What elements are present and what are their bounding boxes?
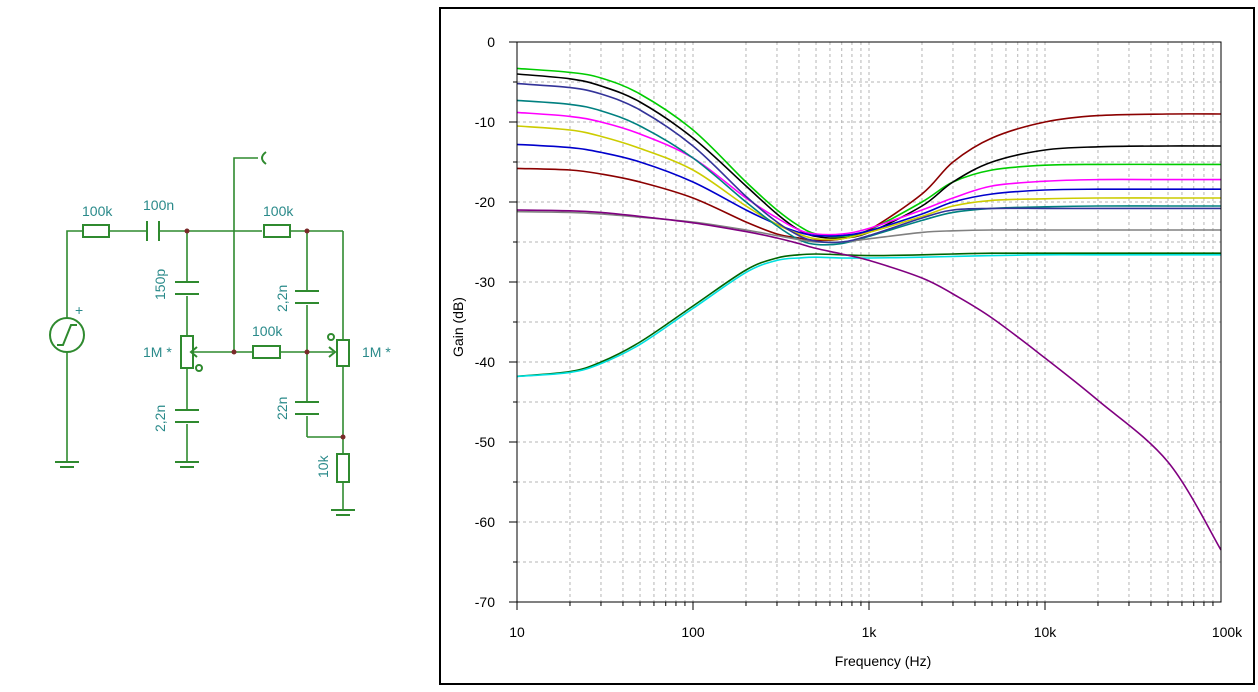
series-line-9 <box>516 252 1221 378</box>
y-tick-label: 0 <box>487 34 495 50</box>
label-source-plus: + <box>75 302 83 318</box>
capacitor-150p <box>175 281 199 295</box>
label-c-150p: 150p <box>152 269 168 300</box>
x-tick-label: 1k <box>862 624 878 640</box>
resistor-100k-middle <box>252 345 281 359</box>
y-axis-label: Gain (dB) <box>450 297 466 357</box>
junction-nodes <box>184 228 346 440</box>
signal-source-icon <box>49 317 85 353</box>
capacitor-22n <box>295 401 319 415</box>
label-r-top: 100k <box>263 203 294 219</box>
y-tick-label: -60 <box>475 514 495 530</box>
y-tick-label: -30 <box>475 274 495 290</box>
resistor-100k-top <box>263 224 291 238</box>
series-line-11 <box>516 209 1222 551</box>
series-line-3 <box>516 73 1222 240</box>
series-line-5 <box>516 143 1221 237</box>
x-tick-label: 10k <box>1034 624 1058 640</box>
x-axis-label: Frequency (Hz) <box>835 653 931 669</box>
y-tick-label: -50 <box>475 434 495 450</box>
chart-series <box>516 67 1222 551</box>
chart-ticks: 0 -10 -20 -30 -40 -50 -60 -70 10 100 1k 10k 100k <box>475 34 1243 640</box>
ground-icon <box>55 461 355 516</box>
label-pot-left: 1M * <box>143 344 172 360</box>
series-line-7 <box>516 99 1221 246</box>
label-r-in: 100k <box>82 203 113 219</box>
potentiometer-right <box>327 333 350 367</box>
label-r-10k: 10k <box>315 454 331 478</box>
resistor-100k-input <box>82 224 110 238</box>
circuit-schematic: 100k 100n 100k 100k 1M * 1M * + 150p 2,2… <box>49 151 391 516</box>
y-tick-label: -20 <box>475 194 495 210</box>
label-c-22n: 22n <box>274 397 290 420</box>
gain-frequency-chart: 0 -10 -20 -30 -40 -50 -60 -70 10 100 1k 10k 100k Fre… <box>450 34 1243 669</box>
series-line-10 <box>516 253 1221 378</box>
series-line-4 <box>516 111 1221 236</box>
potentiometer-left <box>180 335 203 372</box>
x-tick-label: 100 <box>681 624 705 640</box>
y-tick-label: -10 <box>475 114 495 130</box>
x-tick-label: 100k <box>1212 624 1243 640</box>
series-line-12 <box>516 82 1221 244</box>
label-pot-right: 1M * <box>362 344 391 360</box>
plot-frame <box>439 7 1255 685</box>
y-tick-label: -70 <box>475 594 495 610</box>
capacitor-2-2n-right <box>295 290 319 304</box>
x-tick-label: 10 <box>509 624 525 640</box>
capacitor-100n <box>146 221 160 241</box>
series-line-6 <box>516 125 1221 241</box>
capacitor-2-2n-bottom-left <box>175 409 199 423</box>
label-r-mid: 100k <box>252 323 283 339</box>
label-c-in: 100n <box>143 197 174 213</box>
chart-grid <box>516 41 1221 603</box>
label-c-2-2n-bottom-left: 2,2n <box>152 405 168 432</box>
output-connector-icon <box>261 151 267 165</box>
y-tick-label: -40 <box>475 354 495 370</box>
resistor-10k <box>336 453 350 483</box>
label-c-2-2n-right: 2,2n <box>274 285 290 312</box>
